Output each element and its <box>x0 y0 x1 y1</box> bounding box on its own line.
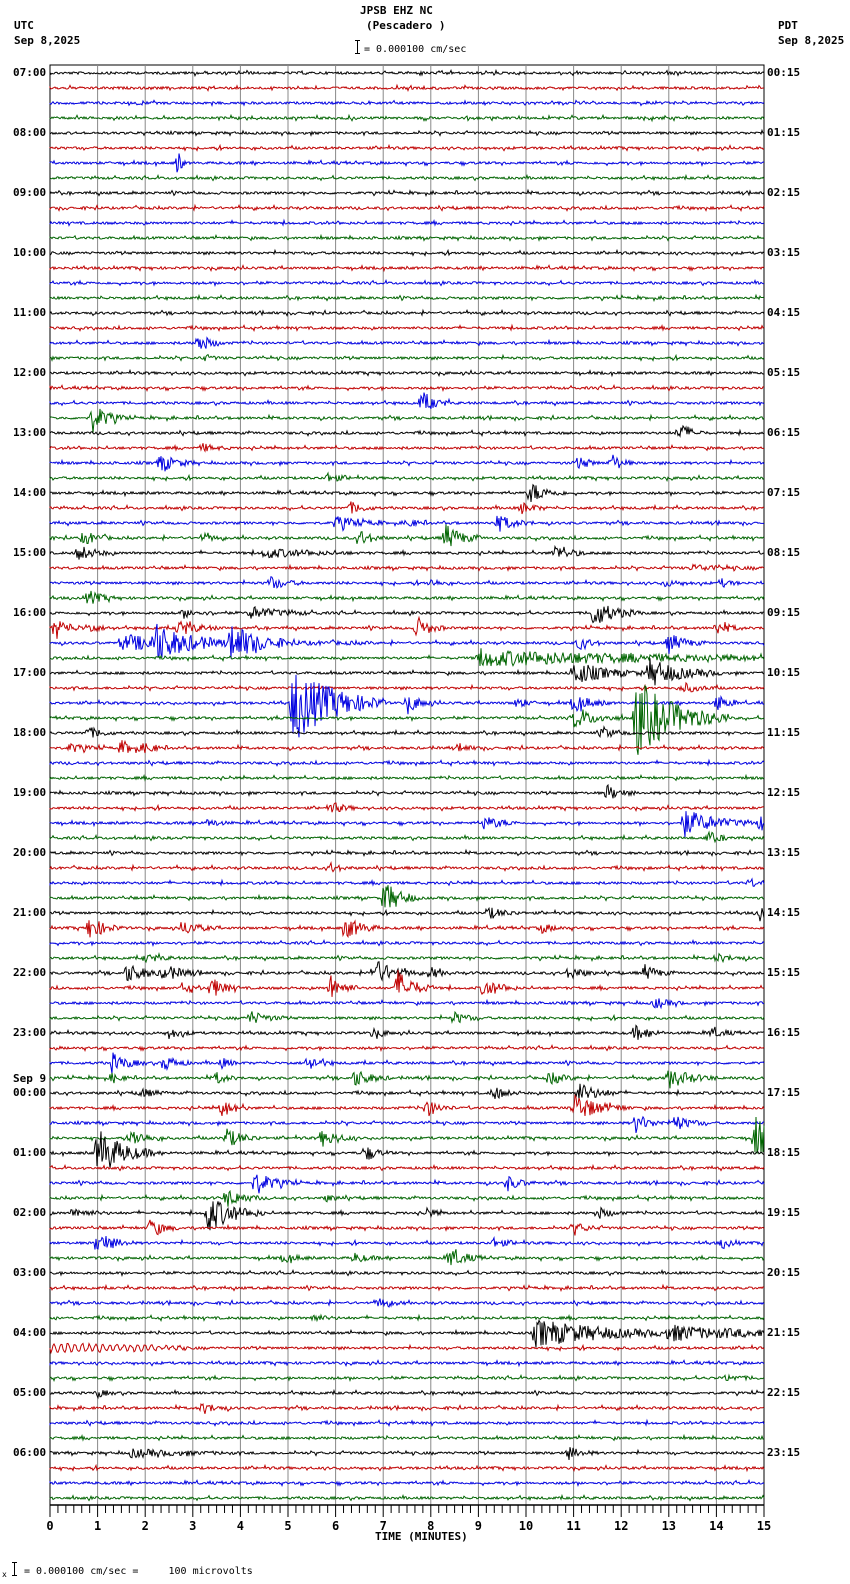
day-change-label: Sep 9 <box>13 1072 47 1085</box>
utc-hour-label: 12:00 <box>13 366 47 379</box>
pdt-hour-label: 10:15 <box>767 666 801 679</box>
station-title: JPSB EHZ NC <box>360 4 433 17</box>
utc-hour-label: 19:00 <box>13 786 47 799</box>
utc-hour-label: 03:00 <box>13 1266 47 1279</box>
svg-text:5: 5 <box>284 1519 291 1533</box>
pdt-hour-label: 20:15 <box>767 1266 801 1279</box>
svg-text:13: 13 <box>662 1519 676 1533</box>
pdt-hour-label: 04:15 <box>767 306 801 319</box>
pdt-hour-label: 08:15 <box>767 546 801 559</box>
pdt-hour-label: 07:15 <box>767 486 801 499</box>
svg-text:6: 6 <box>332 1519 339 1533</box>
utc-hour-label: 01:00 <box>13 1146 47 1159</box>
utc-hour-label: 18:00 <box>13 726 47 739</box>
pdt-hour-label: 13:15 <box>767 846 801 859</box>
utc-hour-label: 20:00 <box>13 846 47 859</box>
pdt-hour-label: 15:15 <box>767 966 801 979</box>
station-location: (Pescadero ) <box>366 19 446 32</box>
svg-text:2: 2 <box>142 1519 149 1533</box>
svg-text:10: 10 <box>519 1519 533 1533</box>
footer-scale-text: = 0.000100 cm/sec = 100 microvolts <box>24 1566 253 1577</box>
pdt-hour-label: 18:15 <box>767 1146 801 1159</box>
footer-prefix: x <box>2 1570 7 1579</box>
utc-hour-label: 14:00 <box>13 486 47 499</box>
pdt-hour-label: 00:15 <box>767 66 801 79</box>
utc-hour-label: 02:00 <box>13 1206 47 1219</box>
utc-hour-label: 00:00 <box>13 1086 47 1099</box>
utc-hour-label: 08:00 <box>13 126 47 139</box>
scale-bar-icon <box>355 40 360 54</box>
svg-text:15: 15 <box>757 1519 771 1533</box>
pdt-hour-label: 16:15 <box>767 1026 801 1039</box>
utc-hour-label: 10:00 <box>13 246 47 259</box>
pdt-hour-label: 23:15 <box>767 1446 801 1459</box>
right-timezone: PDT <box>778 19 798 32</box>
svg-text:3: 3 <box>189 1519 196 1533</box>
svg-text:4: 4 <box>237 1519 244 1533</box>
utc-hour-label: 17:00 <box>13 666 47 679</box>
utc-hour-label: 05:00 <box>13 1386 47 1399</box>
utc-hour-label: 16:00 <box>13 606 47 619</box>
pdt-hour-label: 09:15 <box>767 606 801 619</box>
utc-hour-label: 23:00 <box>13 1026 47 1039</box>
svg-text:1: 1 <box>94 1519 101 1533</box>
pdt-hour-label: 11:15 <box>767 726 801 739</box>
left-date: Sep 8,2025 <box>14 34 81 47</box>
utc-hour-label: 07:00 <box>13 66 47 79</box>
pdt-hour-label: 12:15 <box>767 786 801 799</box>
pdt-hour-label: 02:15 <box>767 186 801 199</box>
pdt-hour-label: 22:15 <box>767 1386 801 1399</box>
utc-hour-label: 13:00 <box>13 426 47 439</box>
right-date: Sep 8,2025 <box>778 34 845 47</box>
utc-hour-label: 15:00 <box>13 546 47 559</box>
pdt-hour-label: 14:15 <box>767 906 801 919</box>
pdt-hour-label: 01:15 <box>767 126 801 139</box>
svg-text:0: 0 <box>46 1519 53 1533</box>
pdt-hour-label: 06:15 <box>767 426 801 439</box>
pdt-hour-label: 05:15 <box>767 366 801 379</box>
pdt-hour-label: 21:15 <box>767 1326 801 1339</box>
footer-scale-bar-icon <box>12 1562 17 1576</box>
svg-text:12: 12 <box>614 1519 628 1533</box>
pdt-hour-label: 19:15 <box>767 1206 801 1219</box>
pdt-hour-label: 17:15 <box>767 1086 801 1099</box>
left-timezone: UTC <box>14 19 34 32</box>
utc-hour-label: 21:00 <box>13 906 47 919</box>
utc-hour-label: 06:00 <box>13 1446 47 1459</box>
utc-hour-label: 22:00 <box>13 966 47 979</box>
svg-text:9: 9 <box>475 1519 482 1533</box>
x-axis-title: TIME (MINUTES) <box>375 1530 468 1543</box>
utc-hour-label: 09:00 <box>13 186 47 199</box>
svg-text:14: 14 <box>709 1519 723 1533</box>
svg-text:11: 11 <box>566 1519 580 1533</box>
utc-hour-label: 04:00 <box>13 1326 47 1339</box>
utc-hour-label: 11:00 <box>13 306 47 319</box>
pdt-hour-label: 03:15 <box>767 246 801 259</box>
scale-label: = 0.000100 cm/sec <box>364 44 467 55</box>
svg-text:7: 7 <box>380 1519 387 1533</box>
svg-text:8: 8 <box>427 1519 434 1533</box>
